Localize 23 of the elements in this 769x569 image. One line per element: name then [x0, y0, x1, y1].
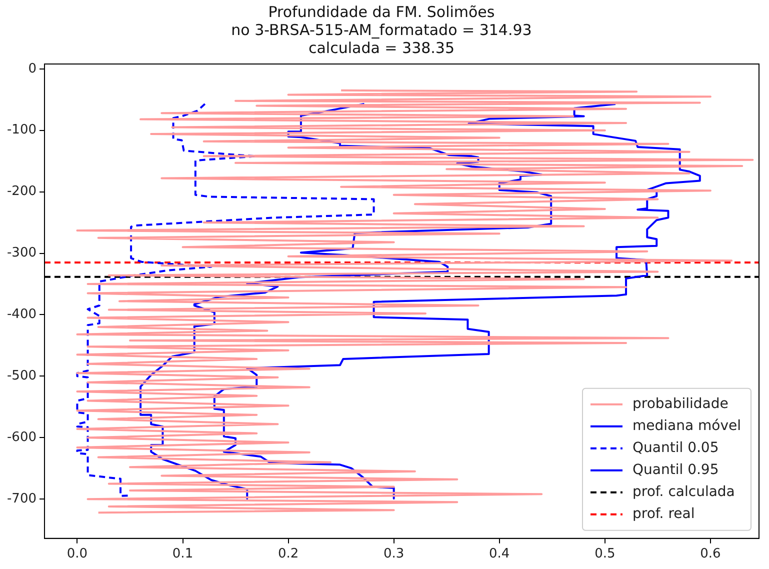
chart-title: Profundidade da FM. Solimões no 3-BRSA-515-AM_formatado = 314.93 calculada = 338.35 — [231, 2, 532, 57]
y-tick-label: -100 — [6, 122, 37, 138]
y-tick-label: -600 — [6, 430, 37, 445]
x-tick-label: 0.5 — [594, 546, 616, 562]
x-tick-label: 0.4 — [489, 546, 510, 562]
y-tick-label: -300 — [6, 246, 37, 261]
legend-label: Quantil 0.95 — [632, 462, 719, 478]
x-tick-label: 0.1 — [172, 546, 194, 562]
legend-label: prof. calculada — [632, 484, 735, 500]
legend-label: mediana móvel — [632, 418, 741, 434]
x-tick-label: 0.3 — [383, 546, 404, 562]
x-tick-label: 0.2 — [278, 546, 299, 562]
x-tick-label: 0.0 — [66, 546, 88, 562]
y-tick-label: -700 — [6, 491, 37, 506]
line-series — [76, 102, 375, 497]
legend-label: probabilidade — [632, 396, 728, 412]
legend-label: Quantil 0.05 — [632, 440, 719, 456]
legend-label: prof. real — [632, 506, 695, 522]
x-tick-label: 0.6 — [700, 546, 721, 562]
y-tick-label: -400 — [6, 307, 37, 322]
y-tick-label: -200 — [6, 184, 37, 200]
y-tick-label: -500 — [6, 368, 37, 384]
y-tick-label: 0 — [28, 61, 37, 76]
